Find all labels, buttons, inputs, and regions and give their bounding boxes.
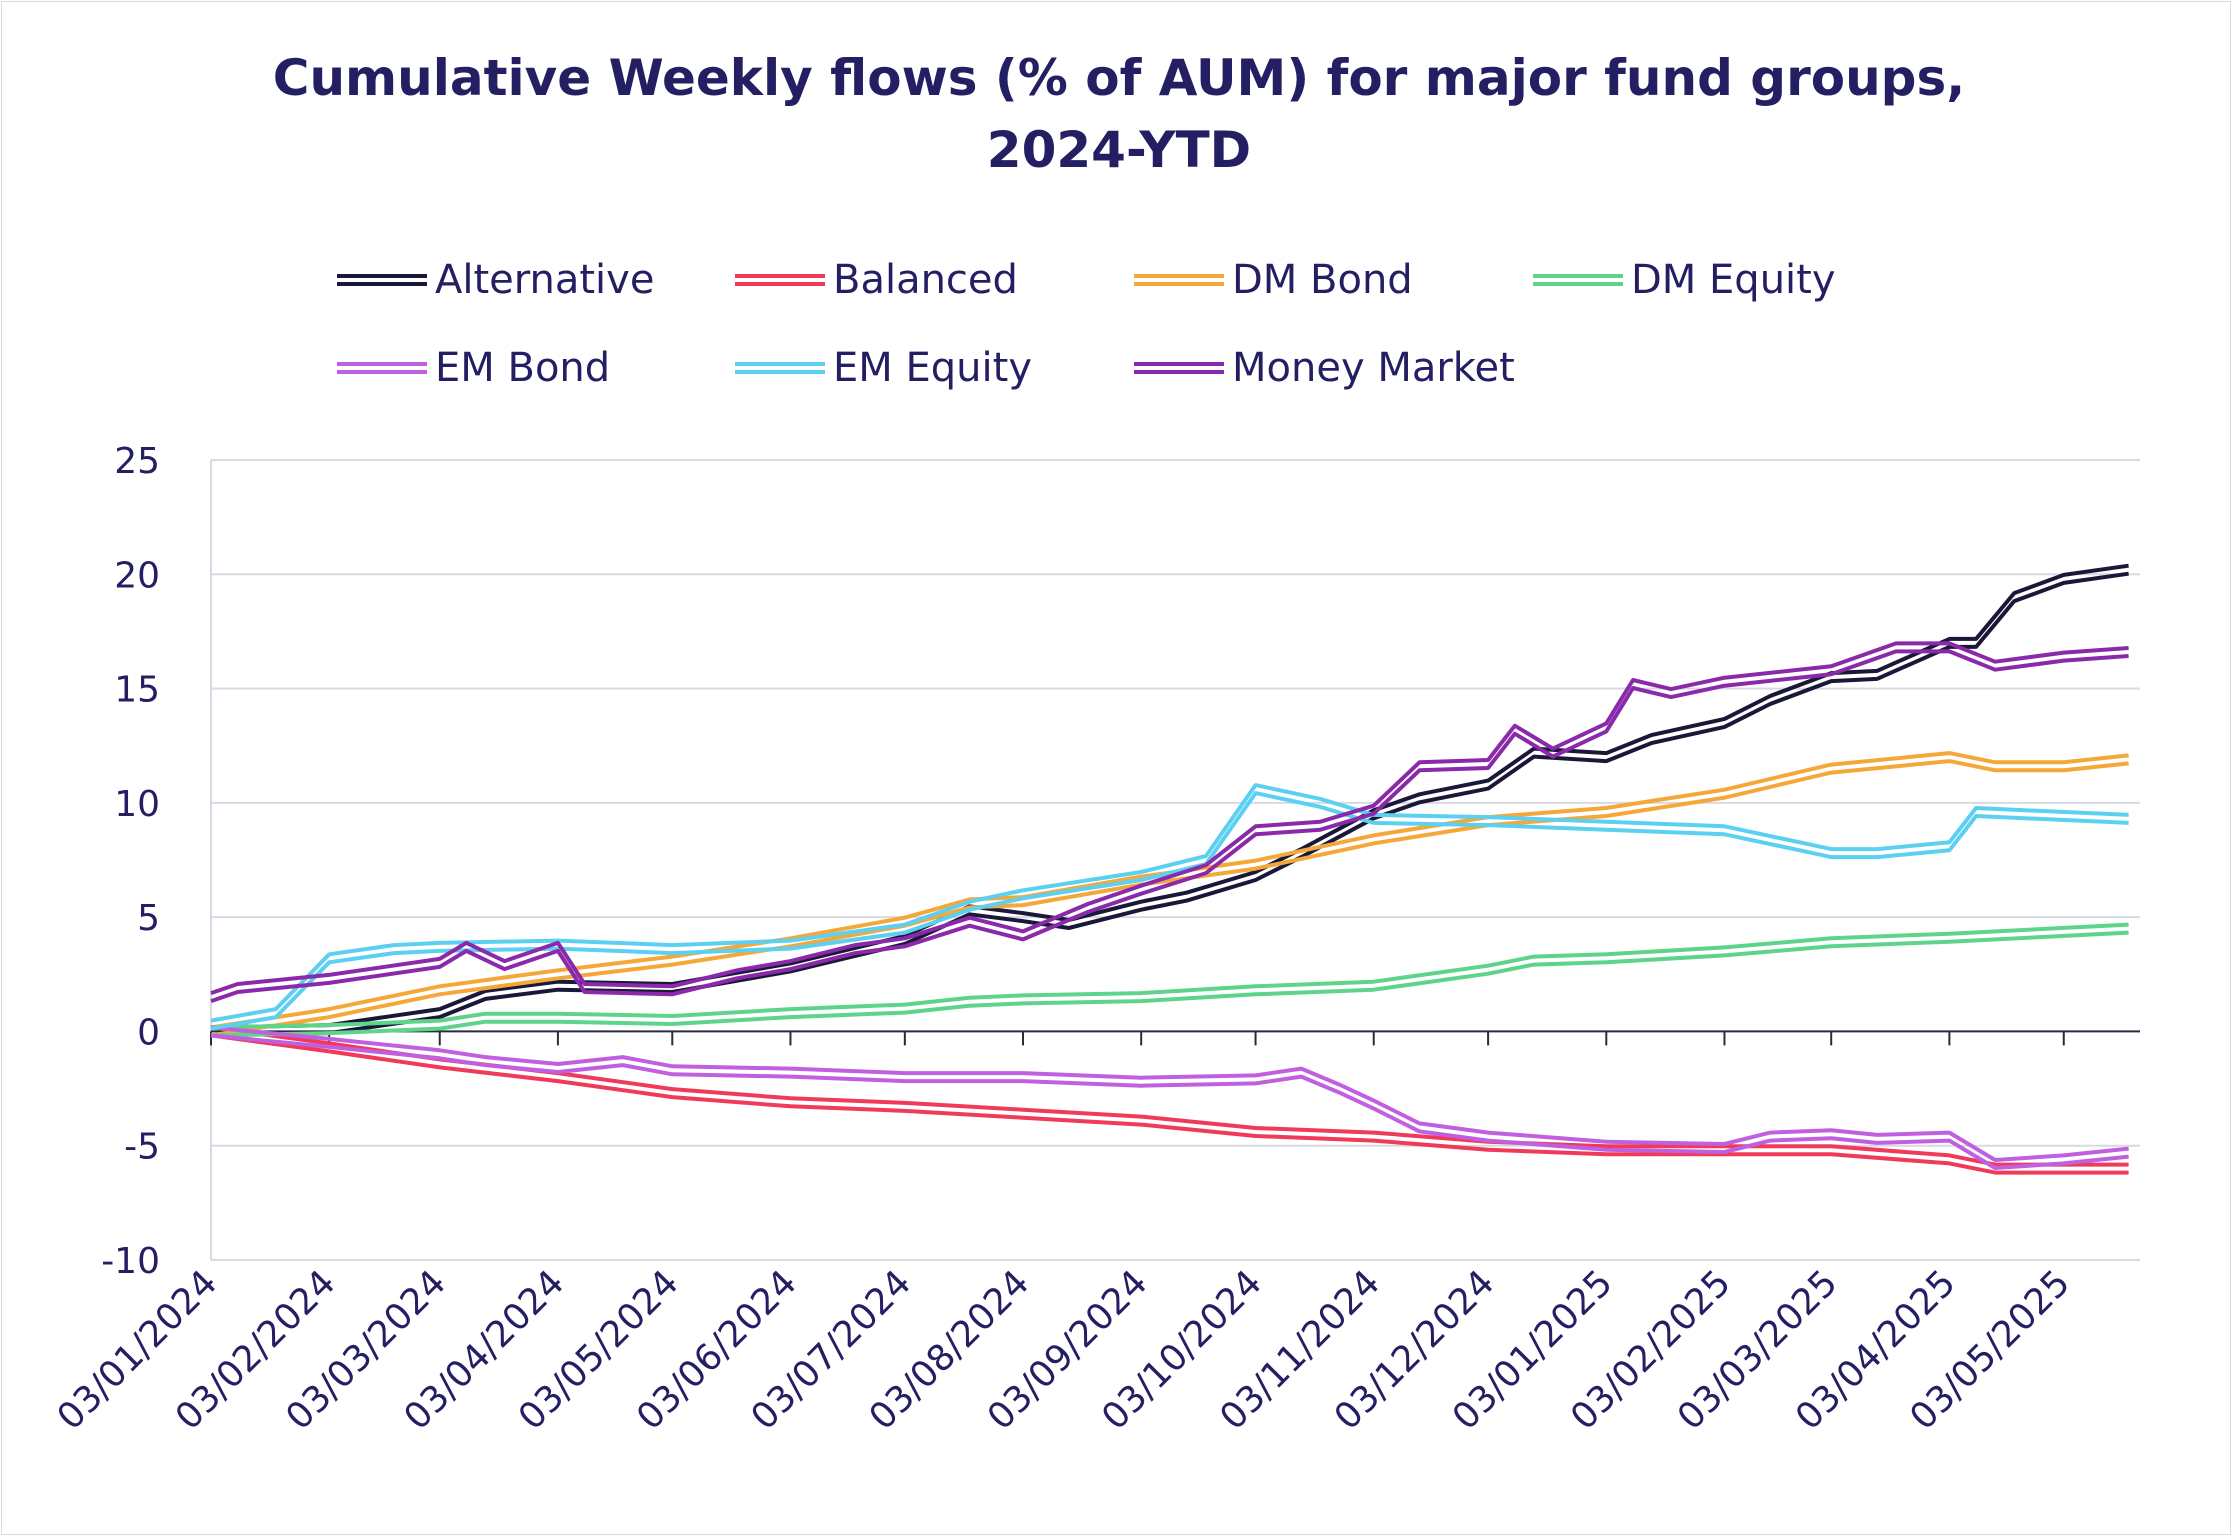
legend-item: Alternative bbox=[337, 250, 654, 310]
series-money-market bbox=[210, 641, 2129, 1003]
legend-swatch bbox=[1134, 274, 1224, 286]
series-line bbox=[210, 791, 2129, 1031]
legend-item: EM Equity bbox=[735, 338, 1032, 398]
legend-item: EM Bond bbox=[337, 338, 610, 398]
legend-label: DM Equity bbox=[1631, 257, 1836, 303]
legend-swatch bbox=[1533, 274, 1623, 286]
legend-label: Alternative bbox=[435, 257, 655, 303]
series-balanced bbox=[210, 1025, 2129, 1175]
legend-label: EM Equity bbox=[833, 345, 1032, 391]
y-tick-label: 10 bbox=[114, 784, 160, 825]
chart-legend: Alternative Balanced DM Bond DM Equity EM Bo… bbox=[2, 250, 2234, 400]
series-line bbox=[210, 1033, 2129, 1170]
series-line bbox=[210, 1033, 2129, 1175]
series-line bbox=[210, 1025, 2129, 1162]
y-tick-label: -10 bbox=[101, 1241, 160, 1282]
series-em-equity bbox=[210, 783, 2129, 1031]
legend-label: Money Market bbox=[1232, 345, 1515, 391]
legend-item: Money Market bbox=[1134, 338, 1515, 398]
series-em-bond bbox=[210, 1025, 2129, 1170]
series-line bbox=[210, 1025, 2129, 1167]
legend-swatch bbox=[735, 274, 825, 286]
series-line bbox=[210, 783, 2129, 1023]
legend-swatch bbox=[337, 362, 427, 374]
y-tick-label: 25 bbox=[114, 441, 160, 482]
legend-label: EM Bond bbox=[435, 345, 611, 391]
legend-item: Balanced bbox=[735, 250, 1018, 310]
legend-label: DM Bond bbox=[1232, 257, 1413, 303]
legend-label: Balanced bbox=[833, 257, 1018, 303]
series-line bbox=[210, 649, 2129, 1003]
chart-title-line-2: 2024-YTD bbox=[986, 121, 1252, 179]
y-tick-label: -5 bbox=[124, 1127, 160, 1168]
series-line bbox=[210, 922, 2129, 1030]
series-line bbox=[210, 571, 2129, 1038]
y-tick-label: 5 bbox=[137, 898, 160, 939]
chart-title: Cumulative Weekly flows (% of AUM) for m… bbox=[2, 42, 2234, 186]
legend-swatch bbox=[735, 362, 825, 374]
y-tick-label: 20 bbox=[114, 555, 160, 596]
legend-swatch bbox=[1134, 362, 1224, 374]
y-tick-label: 0 bbox=[137, 1012, 160, 1053]
series-alternative bbox=[210, 563, 2129, 1038]
series-line bbox=[210, 563, 2129, 1030]
legend-item: DM Equity bbox=[1533, 250, 1836, 310]
y-tick-label: 15 bbox=[114, 670, 160, 711]
chart-title-line-1: Cumulative Weekly flows (% of AUM) for m… bbox=[272, 49, 1966, 107]
legend-swatch bbox=[337, 274, 427, 286]
series-line bbox=[210, 641, 2129, 995]
legend-item: DM Bond bbox=[1134, 250, 1413, 310]
series-line bbox=[210, 930, 2129, 1038]
series-dm-equity bbox=[210, 922, 2129, 1038]
